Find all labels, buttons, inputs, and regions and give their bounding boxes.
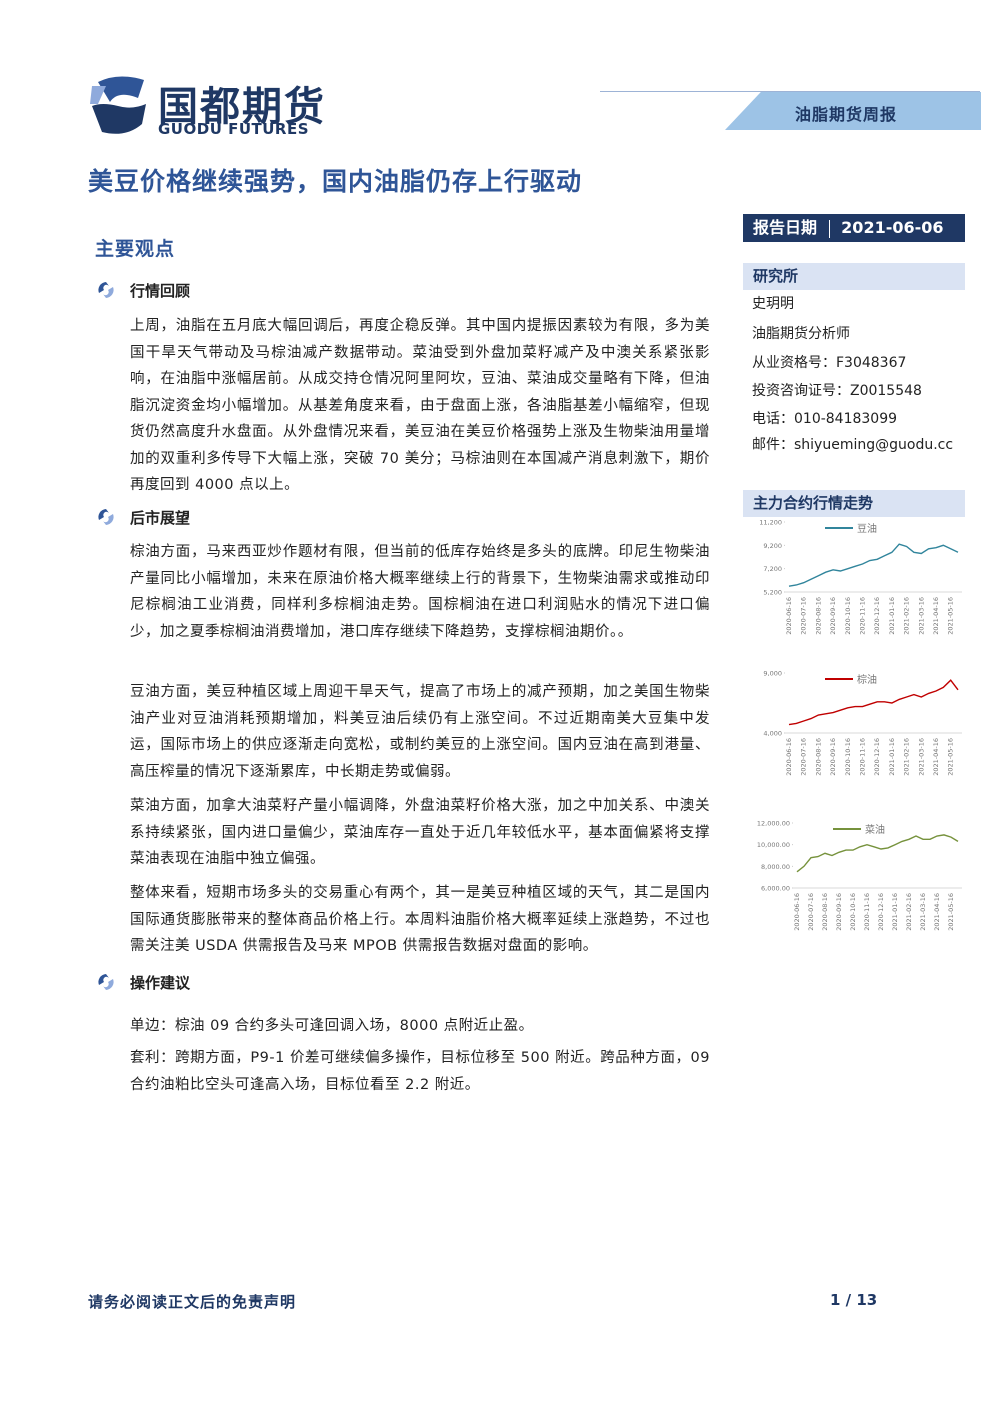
sidebar-line: 油脂期货分析师 (752, 326, 850, 342)
x-tick-label: 2021-02-16 (903, 738, 911, 776)
y-tick-label: 5,200 (763, 589, 782, 597)
x-tick-label: 2021-05-16 (947, 738, 955, 776)
paragraph: 豆油方面，美豆种植区域上周迎干旱天气，提高了市场上的减产预期，加之美国生物柴油产… (130, 684, 710, 780)
y-tick-label: 10,000.00 (757, 841, 790, 849)
legend-label: 豆油 (857, 522, 877, 535)
x-tick-label: 2020-11-16 (858, 597, 866, 635)
y-tick-label: 12,000.00 (757, 820, 790, 828)
sidebar-line: 邮件：shiyueming@guodu.cc (752, 437, 954, 453)
title: 美豆价格继续强势，国内油脂仍存上行驱动 (88, 167, 583, 196)
sidebar-line: 投资咨询证号：Z0015548 (752, 383, 922, 399)
sidebar-line: 史玥明 (752, 296, 794, 312)
header-rule (600, 91, 980, 92)
series-line (796, 834, 959, 873)
date-label: 报告日期 (753, 218, 818, 237)
disclaimer: 请务必阅读正文后的免责声明 (88, 1293, 297, 1311)
x-tick-label: 2020-08-16 (814, 738, 822, 776)
series-line (788, 543, 959, 587)
report-type: 油脂期货周报 (795, 105, 898, 124)
bullet-icon (98, 282, 114, 298)
x-tick-label: 2020-07-16 (807, 893, 815, 931)
x-tick-label: 2020-07-16 (800, 738, 808, 776)
x-tick-label: 2020-11-16 (858, 738, 866, 776)
y-tick-label: 9,000 (763, 670, 782, 678)
y-tick-label: 7,200 (763, 565, 782, 573)
chart: 4,000 9,000 2020-06-16 2020-07-16 2020-08-16… (763, 670, 962, 776)
report-date: 报告日期 2021-06-06 (743, 214, 965, 242)
chart: 6,000.00 8,000.00 10,000.00 12,000.00 2020-0… (757, 820, 962, 931)
bullet-icon (98, 974, 114, 990)
x-tick-label: 2020-09-16 (829, 738, 837, 776)
x-tick-label: 2021-04-16 (933, 893, 941, 931)
chart: 5,200 7,200 9,200 11,200 2020-06-16 2020-07-1… (759, 519, 962, 635)
subsection-heading: 操作建议 (130, 974, 191, 992)
x-tick-label: 2021-01-16 (888, 597, 896, 635)
x-tick-label: 2021-05-16 (947, 597, 955, 635)
x-tick-label: 2020-12-16 (873, 738, 881, 776)
page-number: 1 / 13 (830, 1291, 878, 1309)
x-tick-label: 2021-03-16 (917, 597, 925, 635)
subsection-heading: 行情回顾 (130, 282, 191, 300)
x-tick-label: 2020-09-16 (835, 893, 843, 931)
y-tick-label: 9,200 (763, 542, 782, 550)
x-tick-label: 2020-08-16 (814, 597, 822, 635)
x-tick-label: 2021-04-16 (932, 597, 940, 635)
series-line (788, 679, 959, 726)
chart-heading: 主力合约行情走势 (743, 490, 965, 517)
paragraph: 上周，油脂在五月底大幅回调后，再度企稳反弹。其中国内提振因素较为有限，多为美国干… (130, 318, 710, 493)
x-tick-label: 2021-02-16 (903, 597, 911, 635)
x-tick-label: 2021-04-16 (932, 738, 940, 776)
x-tick-label: 2020-08-16 (821, 893, 829, 931)
paragraph: 整体来看，短期市场多头的交易重心有两个，其一是美豆种植区域的天气，其二是国内国际… (130, 885, 710, 954)
x-tick-label: 2020-09-16 (829, 597, 837, 635)
x-tick-label: 2020-10-16 (844, 597, 852, 635)
x-tick-label: 2020-12-16 (873, 597, 881, 635)
x-tick-label: 2021-05-16 (947, 893, 955, 931)
sidebar-line: 电话：010-84183099 (752, 411, 898, 427)
legend-label: 棕油 (857, 673, 877, 686)
x-tick-label: 2021-03-16 (917, 738, 925, 776)
x-tick-label: 2020-10-16 (844, 738, 852, 776)
report-type-band (725, 92, 981, 130)
paragraph: 菜油方面，加拿大油菜籽产量小幅调降，外盘油菜籽价格大涨，加之中加关系、中澳关系持… (130, 798, 710, 867)
logo-mark (90, 76, 146, 134)
x-tick-label: 2021-02-16 (905, 893, 913, 931)
y-tick-label: 8,000.00 (761, 863, 790, 871)
x-tick-label: 2021-03-16 (919, 893, 927, 931)
y-tick-label: 11,200 (759, 519, 782, 527)
x-tick-label: 2020-06-16 (793, 893, 801, 931)
institute: 研究所 (743, 263, 965, 290)
paragraph: 套利：跨期方面，P9-1 价差可继续偏多操作，目标位移至 500 附近。跨品种方… (130, 1050, 710, 1093)
paragraph: 棕油方面，马来西亚炒作题材有限，但当前的低库存始终是多头的底牌。印尼生物柴油产量… (130, 544, 710, 640)
logo-en: GUODU FUTURES (158, 120, 310, 138)
subsection-heading: 后市展望 (130, 509, 191, 527)
legend-label: 菜油 (865, 823, 885, 836)
y-tick-label: 4,000 (763, 730, 782, 738)
y-tick-label: 6,000.00 (761, 885, 790, 893)
logo-cn: 国都期货 (158, 84, 326, 130)
bullet-icon (98, 509, 114, 525)
x-tick-label: 2020-07-16 (800, 597, 808, 635)
x-tick-label: 2020-12-16 (877, 893, 885, 931)
x-tick-label: 2020-06-16 (785, 738, 793, 776)
paragraph: 单边：棕油 09 合约多头可逢回调入场，8000 点附近止盈。 (130, 1018, 534, 1034)
x-tick-label: 2021-01-16 (891, 893, 899, 931)
section-heading: 主要观点 (95, 238, 176, 260)
sidebar-line: 从业资格号：F3048367 (752, 355, 907, 371)
x-tick-label: 2020-11-16 (863, 893, 871, 931)
x-tick-label: 2020-06-16 (785, 597, 793, 635)
x-tick-label: 2020-10-16 (849, 893, 857, 931)
x-tick-label: 2021-01-16 (888, 738, 896, 776)
date-value: 2021-06-06 (841, 218, 944, 237)
